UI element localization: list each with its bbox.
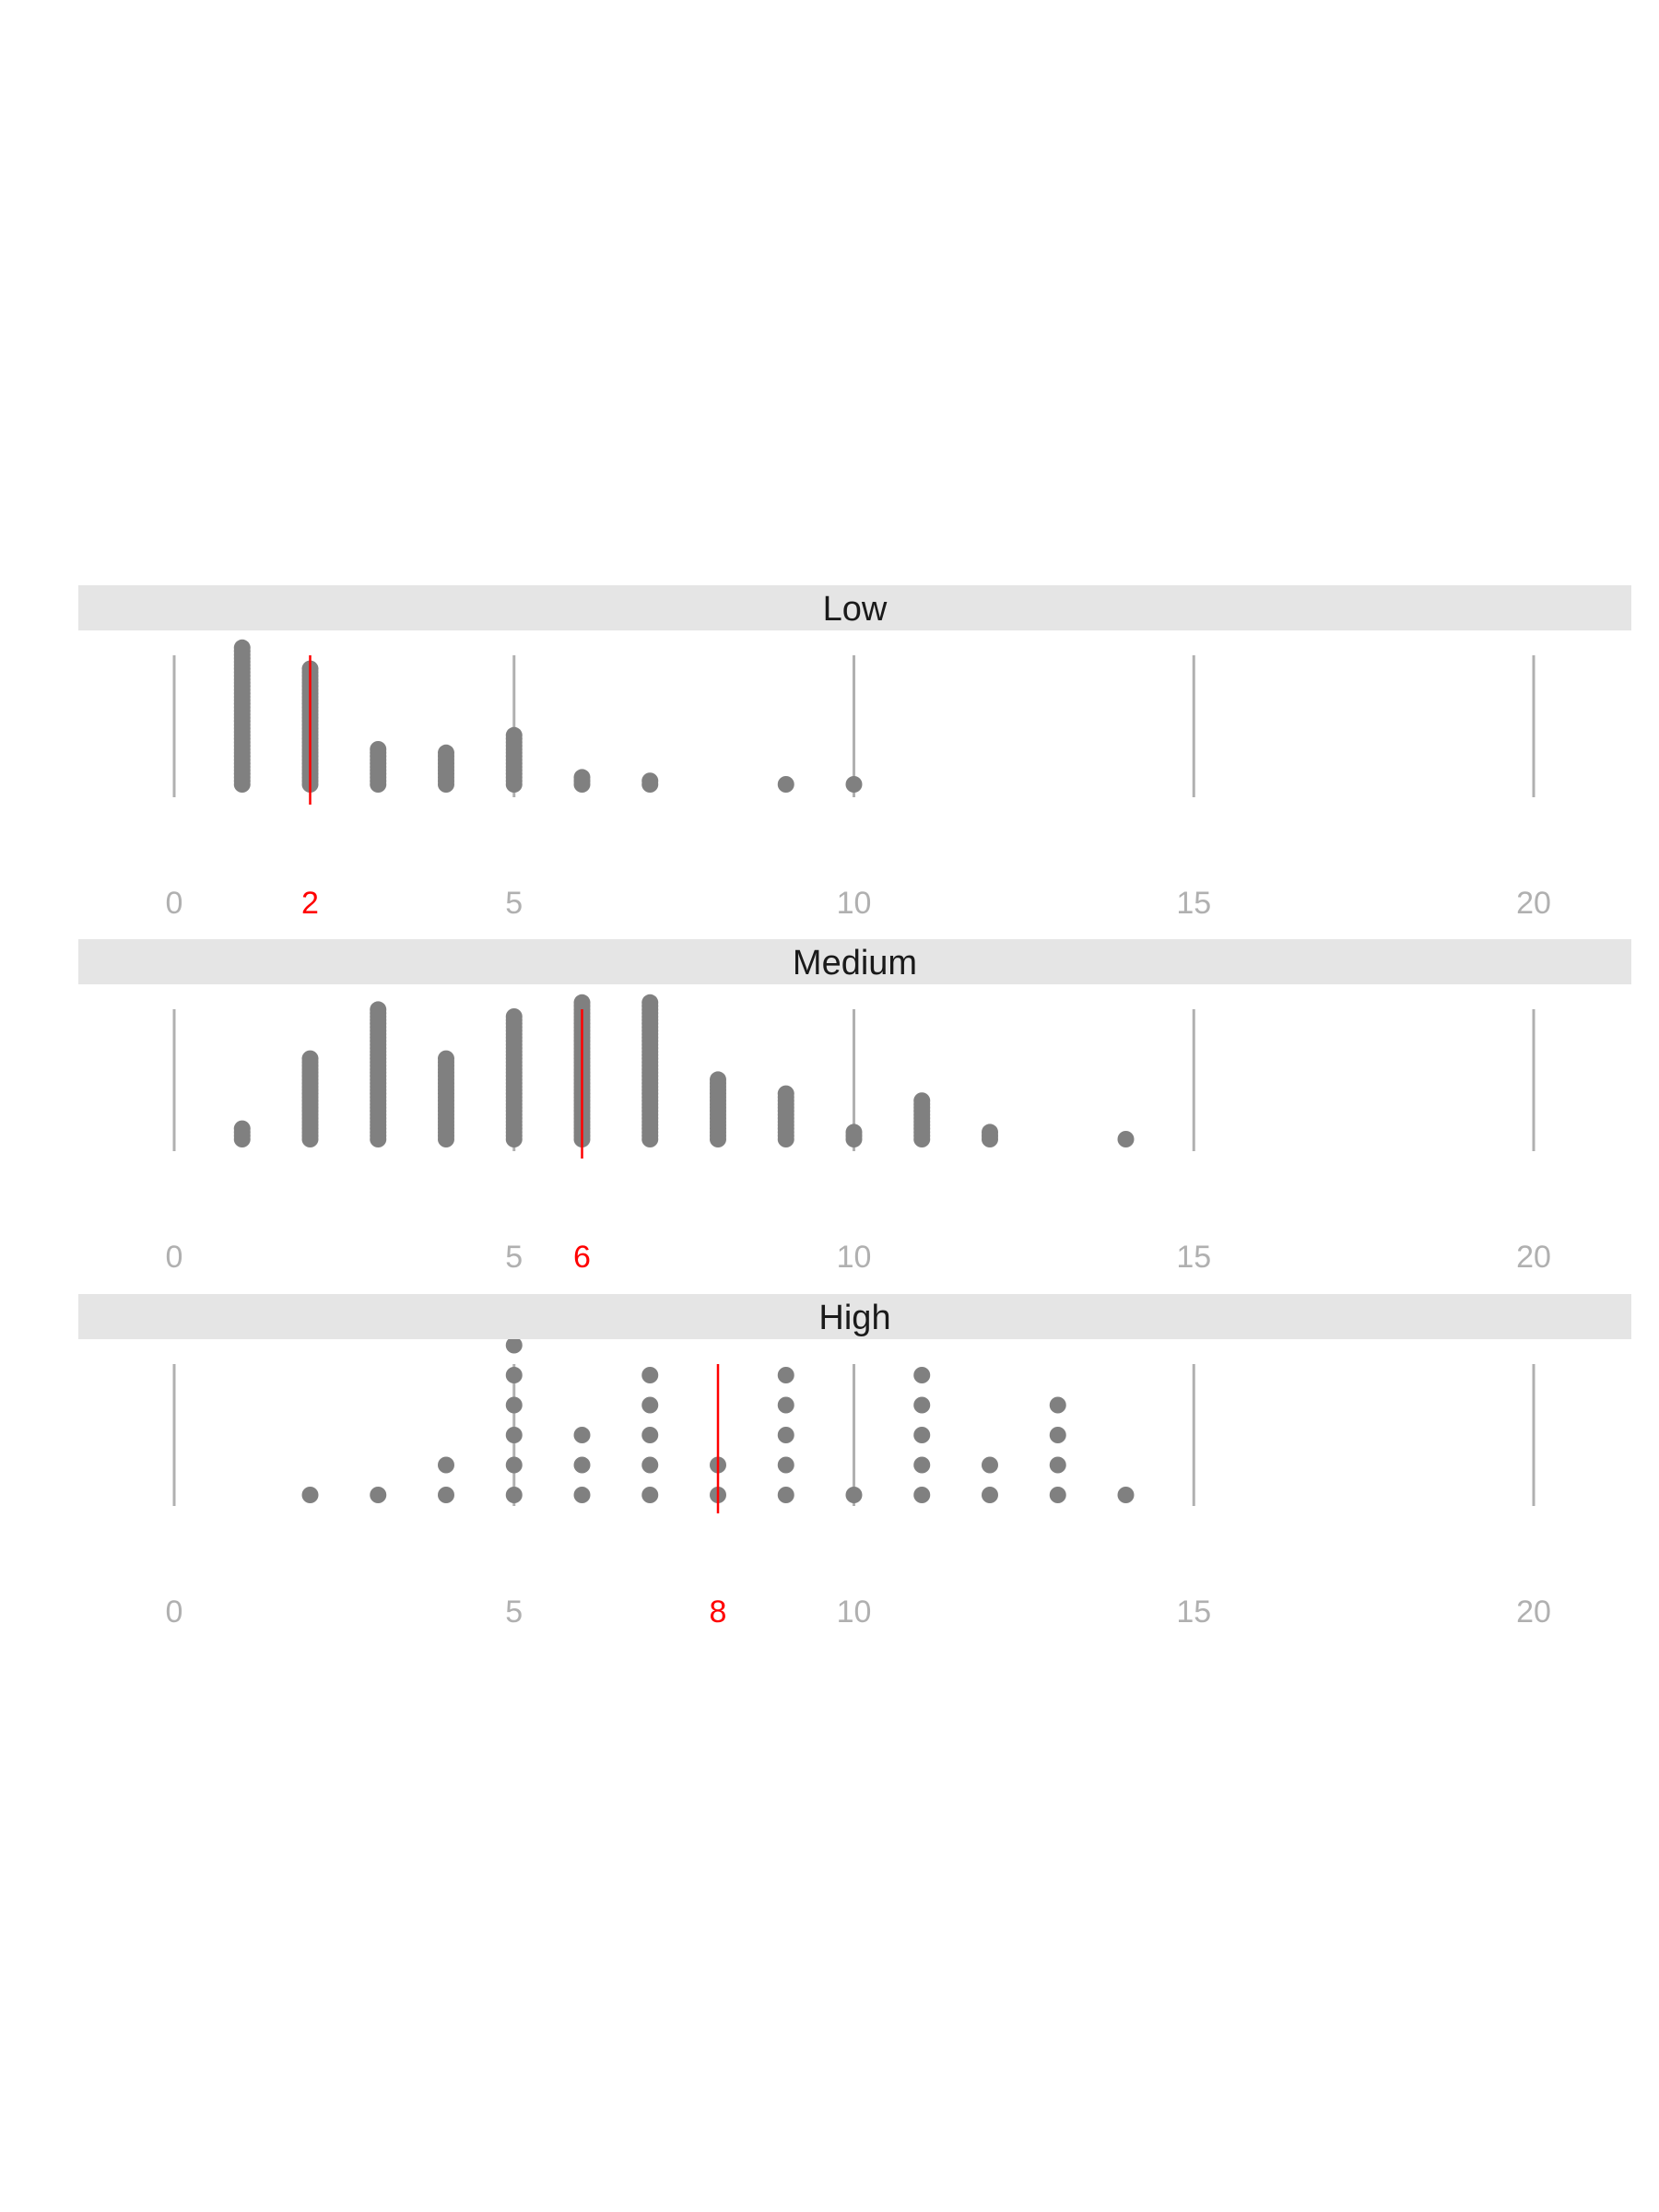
data-dot bbox=[573, 994, 591, 1011]
panel-strip bbox=[78, 1294, 1631, 1339]
data-dot bbox=[1049, 1427, 1066, 1443]
data-dot bbox=[505, 1396, 523, 1414]
data-dot bbox=[913, 1456, 931, 1474]
dots bbox=[301, 1339, 1135, 1503]
x-tick-label: 15 bbox=[1176, 886, 1211, 921]
data-dot bbox=[1049, 1456, 1066, 1474]
data-dot bbox=[641, 1396, 659, 1414]
data-dot bbox=[777, 1456, 794, 1474]
data-dot bbox=[438, 1487, 454, 1503]
data-dot bbox=[913, 1427, 931, 1443]
data-dot bbox=[370, 1487, 387, 1503]
x-tick-label: 20 bbox=[1516, 1594, 1551, 1630]
data-dot bbox=[233, 639, 251, 656]
data-dot bbox=[1117, 1487, 1135, 1503]
data-dot bbox=[505, 1339, 523, 1354]
data-dot bbox=[641, 772, 659, 790]
data-dot bbox=[913, 1367, 931, 1383]
data-dot bbox=[573, 769, 591, 786]
x-tick-label: 5 bbox=[505, 1240, 523, 1275]
data-dot bbox=[777, 776, 794, 793]
x-tick-label: 5 bbox=[505, 886, 523, 921]
dots bbox=[233, 639, 863, 793]
x-tick-label: 10 bbox=[837, 1240, 872, 1275]
panel-strip bbox=[78, 939, 1631, 984]
data-dot bbox=[777, 1487, 794, 1503]
panels: Low 0 5 10 15 20 2 Medium 0 5 10 15 20 6 High 0 5 10 15 20 8 bbox=[78, 585, 1631, 1630]
data-dot bbox=[845, 1124, 863, 1141]
data-dot bbox=[438, 1050, 454, 1067]
x-tick-label: 0 bbox=[166, 886, 183, 921]
data-dot bbox=[641, 994, 659, 1011]
panel-title: Medium bbox=[793, 944, 917, 982]
data-dot bbox=[777, 1427, 794, 1443]
data-dot bbox=[573, 1487, 591, 1503]
data-dot bbox=[301, 1487, 319, 1503]
panel-low: Low 0 5 10 15 20 2 bbox=[78, 585, 1631, 921]
data-dot bbox=[505, 1367, 523, 1383]
x-tick-label: 0 bbox=[166, 1594, 183, 1630]
data-dot bbox=[505, 726, 523, 744]
panel-strip bbox=[78, 585, 1631, 630]
data-dot bbox=[573, 1427, 591, 1443]
data-dot bbox=[505, 1427, 523, 1443]
median-label: 8 bbox=[710, 1594, 727, 1630]
data-dot bbox=[641, 1367, 659, 1383]
dots bbox=[233, 994, 1135, 1147]
x-tick-label: 20 bbox=[1516, 886, 1551, 921]
data-dot bbox=[505, 1456, 523, 1474]
data-dot bbox=[845, 1487, 863, 1503]
data-dot bbox=[1049, 1487, 1066, 1503]
data-dot bbox=[710, 1071, 726, 1088]
data-dot bbox=[982, 1456, 998, 1474]
data-dot bbox=[982, 1124, 998, 1141]
data-dot bbox=[777, 1085, 794, 1102]
data-dot bbox=[370, 1001, 387, 1018]
data-dot bbox=[777, 1396, 794, 1414]
data-dot bbox=[1117, 1131, 1135, 1147]
data-dot bbox=[641, 1427, 659, 1443]
data-dot bbox=[982, 1487, 998, 1503]
data-dot bbox=[505, 1008, 523, 1025]
panel-high: High 0 5 10 15 20 8 bbox=[78, 1294, 1631, 1630]
data-dot bbox=[438, 744, 454, 761]
panel-title: Low bbox=[823, 590, 888, 629]
data-dot bbox=[913, 1092, 931, 1110]
data-dot bbox=[438, 1456, 454, 1474]
data-dot bbox=[573, 1456, 591, 1474]
x-tick-label: 20 bbox=[1516, 1240, 1551, 1275]
median-label: 6 bbox=[573, 1240, 591, 1275]
data-dot bbox=[370, 741, 387, 758]
x-tick-label: 10 bbox=[837, 1594, 872, 1630]
panel-title: High bbox=[818, 1299, 890, 1337]
data-dot bbox=[505, 1487, 523, 1503]
data-dot bbox=[913, 1487, 931, 1503]
data-dot bbox=[641, 1456, 659, 1474]
data-dot bbox=[301, 1050, 319, 1067]
data-dot bbox=[233, 1120, 251, 1137]
x-tick-label: 15 bbox=[1176, 1594, 1211, 1630]
data-dot bbox=[913, 1396, 931, 1414]
data-dot bbox=[1049, 1396, 1066, 1414]
data-dot bbox=[641, 1487, 659, 1503]
data-dot bbox=[845, 776, 863, 793]
panel-medium: Medium 0 5 10 15 20 6 bbox=[78, 939, 1631, 1275]
x-tick-label: 0 bbox=[166, 1240, 183, 1275]
x-tick-label: 15 bbox=[1176, 1240, 1211, 1275]
data-dot bbox=[777, 1367, 794, 1383]
x-tick-label: 10 bbox=[837, 886, 872, 921]
x-tick-label: 5 bbox=[505, 1594, 523, 1630]
median-label: 2 bbox=[301, 886, 319, 921]
